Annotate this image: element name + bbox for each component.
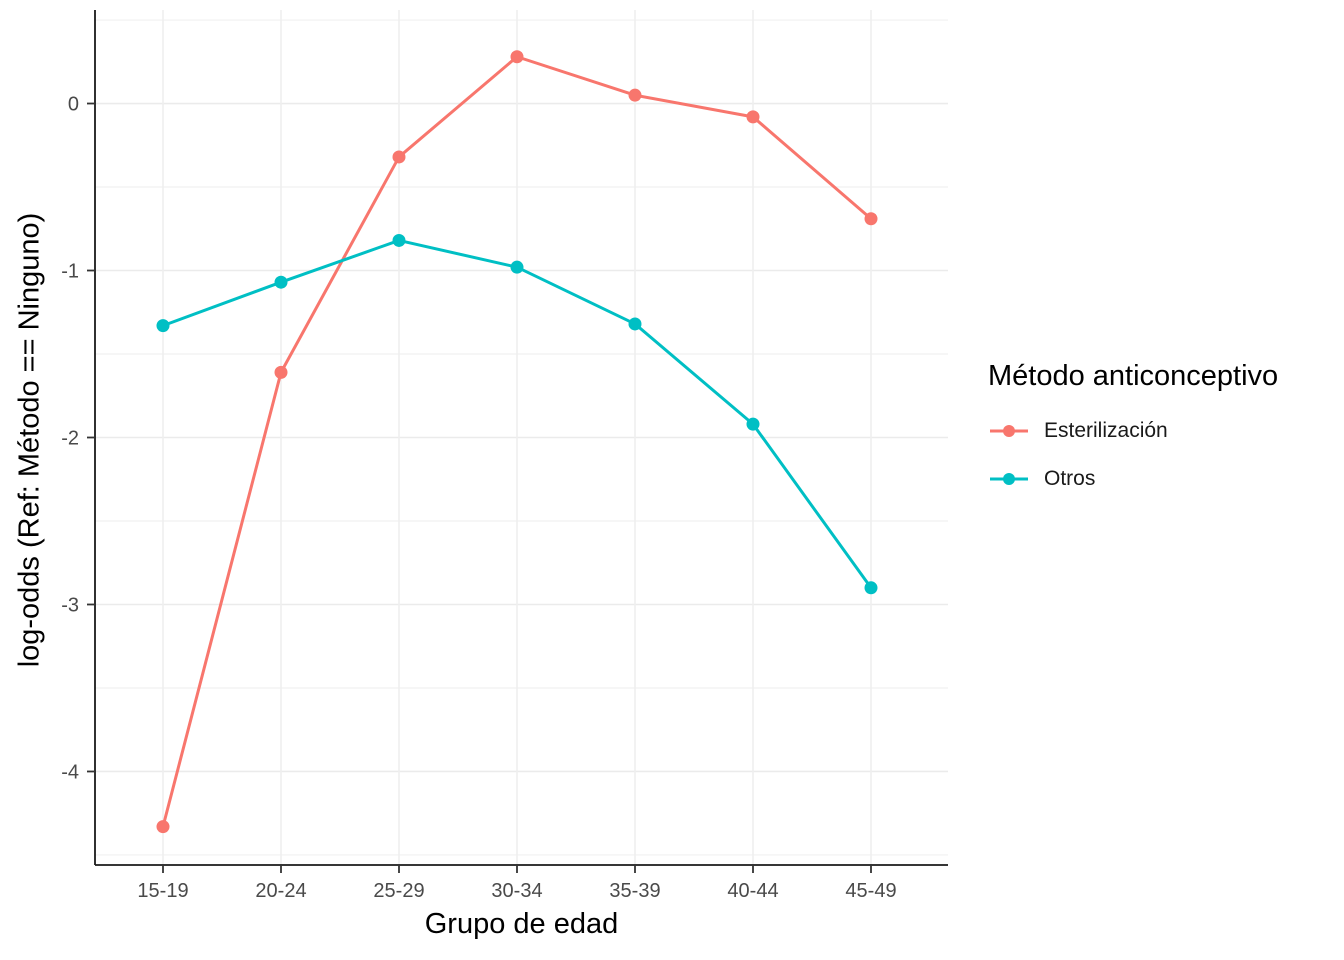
legend-title: Método anticonceptivo [988, 360, 1279, 392]
data-point [746, 417, 760, 431]
legend-key-icon [990, 425, 1028, 437]
data-point [864, 581, 878, 595]
legend-key-point [1003, 425, 1015, 437]
data-point [156, 319, 170, 333]
data-point [510, 50, 524, 64]
y-tick-label: -3 [61, 594, 79, 616]
legend-label: Otros [1044, 467, 1096, 490]
legend-label: Esterilización [1044, 419, 1168, 442]
x-tick-label: 40-44 [727, 880, 778, 902]
y-tick-label: -4 [61, 761, 79, 783]
x-tick-label: 45-49 [845, 880, 896, 902]
legend: Método anticonceptivo Esterilización Otro… [988, 360, 1278, 515]
y-tick-label: -2 [61, 428, 79, 450]
data-point [392, 150, 406, 164]
x-tick-label: 35-39 [609, 880, 660, 902]
data-point [628, 317, 642, 331]
axis-ticks [87, 102, 872, 873]
data-point [156, 820, 170, 834]
data-point [628, 88, 642, 102]
data-point [274, 365, 288, 379]
grid-minor-lines [95, 19, 948, 856]
axis-tick-labels: 15-19 20-24 25-29 30-34 35-39 40-44 45-49 0 -1 -2… [61, 94, 896, 902]
x-tick-label: 30-34 [491, 880, 542, 902]
x-tick-label: 20-24 [255, 880, 306, 902]
data-series [156, 50, 878, 834]
data-point [864, 212, 878, 226]
y-tick-label: -1 [61, 261, 79, 283]
data-point [746, 110, 760, 124]
x-tick-label: 25-29 [373, 880, 424, 902]
legend-entry: Otros [988, 467, 1278, 491]
x-tick-label: 15-19 [137, 880, 188, 902]
y-axis-title: log-odds (Ref: Método == Ninguno) [13, 212, 46, 668]
legend-key-icon [990, 473, 1028, 485]
legend-entry: Esterilización [988, 419, 1278, 443]
legend-entries: Esterilización Otros [988, 419, 1278, 491]
grid-major-lines [95, 10, 948, 865]
y-tick-label: 0 [68, 94, 79, 116]
legend-key-point [1003, 473, 1015, 485]
data-point [274, 275, 288, 289]
data-point [392, 233, 406, 247]
x-axis-title: Grupo de edad [424, 908, 619, 940]
data-point [510, 260, 524, 274]
